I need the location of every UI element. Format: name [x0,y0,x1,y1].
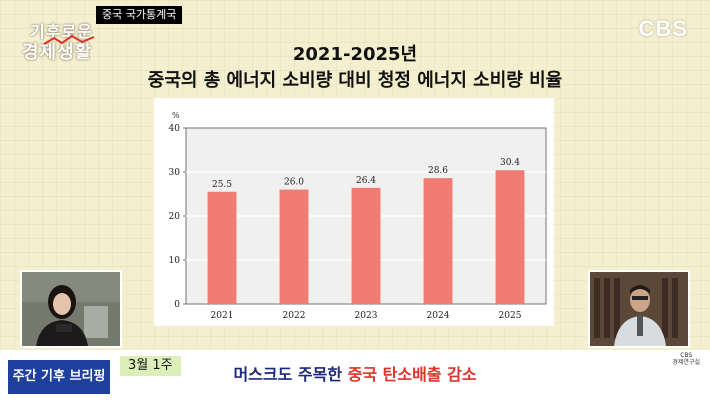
show-logo-squiggle-icon [43,34,95,45]
headline: 머스크도 주목한 중국 탄소배출 감소 [0,364,710,386]
chart-title-block: 2021-2025년 중국의 총 에너지 소비량 대비 청정 에너지 소비량 비… [0,44,710,94]
headline-part2: 중국 탄소배출 감소 [347,365,477,384]
video-feed-host [20,270,122,348]
date-tag: 3월 1주 [120,356,181,376]
bar-2024 [423,178,453,304]
x-tick-label: 2022 [283,311,306,321]
bar-2023 [351,187,381,304]
corner-logo-line2: 경제연구실 [672,359,700,366]
bar-value-label: 25.5 [212,180,232,190]
chart-panel: 0 10 20 30 40 % 25.5 26.0 26.4 28.6 30.4 2021 202… [154,98,554,326]
y-axis-label: % [172,111,180,120]
y-tick-label: 20 [169,212,181,222]
bottom-caption-bar [0,350,710,402]
briefing-tag: 주간 기후 브리핑 [8,360,110,394]
host-portrait-icon [22,272,120,346]
y-tick-label: 0 [174,300,180,310]
x-axis-ticks: 2021 2022 2023 2024 2025 [211,311,522,321]
y-tick-label: 40 [169,124,181,134]
x-tick-label: 2024 [427,311,450,321]
y-axis-ticks: 0 10 20 30 40 [169,124,186,310]
cbs-logo: CBS [638,16,688,41]
show-logo: 기후로운 경제생활 [22,16,112,64]
x-tick-label: 2021 [211,311,234,321]
corner-logo: CBS 경제연구실 [672,352,700,366]
corner-logo-line1: CBS [680,352,693,359]
bar-value-label: 28.6 [428,166,448,176]
bar-value-label: 26.4 [356,176,376,186]
source-tag: 중국 국가통계국 [96,6,183,24]
x-tick-label: 2025 [499,311,522,321]
headline-part1: 머스크도 주목한 [233,365,348,384]
chart-title-year: 2021-2025년 [292,44,418,65]
y-tick-label: 30 [169,168,181,178]
bar-2025 [495,170,525,304]
y-tick-label: 10 [169,256,181,266]
bar-value-label: 26.0 [284,178,304,188]
show-logo-line1: 기후로운 [30,22,93,41]
bar-2021 [207,191,237,304]
bar-2022 [279,189,309,304]
bars: 25.5 26.0 26.4 28.6 30.4 [207,158,525,304]
guest-portrait-icon [590,272,688,346]
bar-value-label: 30.4 [500,158,520,168]
video-feed-guest [588,270,690,348]
chart-title: 중국의 총 에너지 소비량 대비 청정 에너지 소비량 비율 [147,70,563,91]
x-tick-label: 2023 [355,311,378,321]
show-logo-line2: 경제생활 [22,42,93,63]
